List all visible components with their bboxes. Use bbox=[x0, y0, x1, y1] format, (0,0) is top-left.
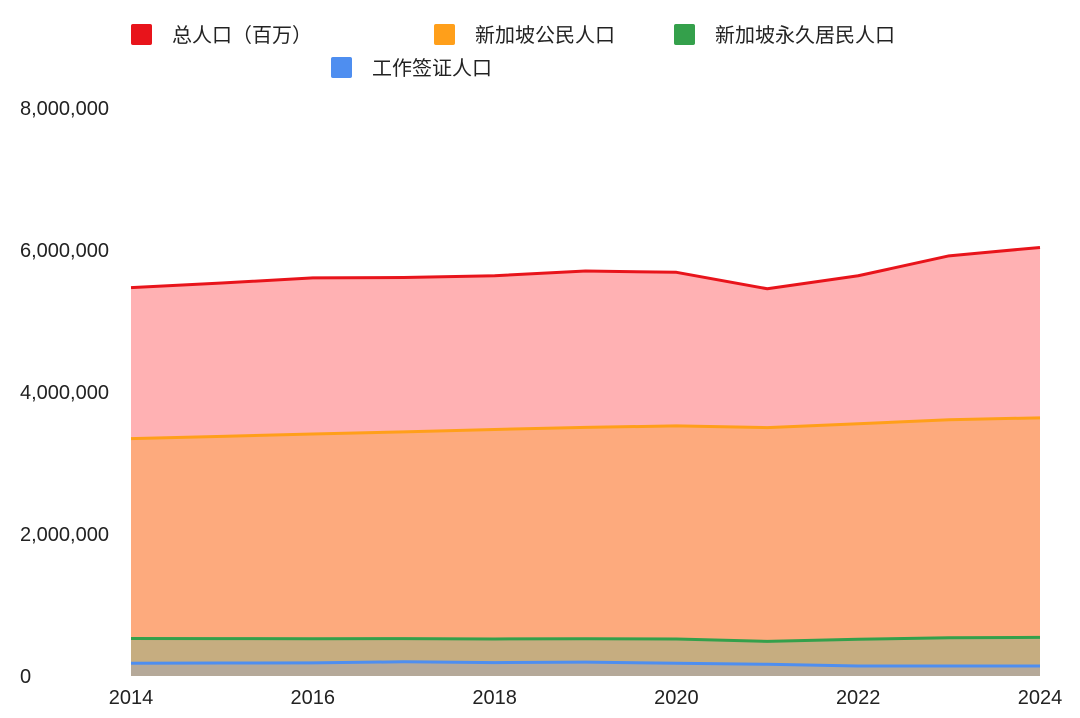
legend-label-0: 总人口（百万） bbox=[172, 23, 312, 47]
y-tick-label: 4,000,000 bbox=[20, 382, 109, 404]
legend-swatch-0 bbox=[131, 24, 152, 45]
y-tick-label: 8,000,000 bbox=[20, 98, 109, 120]
area-series-1 bbox=[131, 417, 1040, 676]
x-tick-label: 2016 bbox=[291, 687, 336, 709]
legend-label-1: 新加坡公民人口 bbox=[475, 23, 615, 47]
y-axis: 8,000,000 6,000,000 4,000,000 2,000,000 0 bbox=[20, 98, 109, 688]
x-axis: 2014 2016 2018 2020 2022 2024 bbox=[109, 687, 1063, 709]
x-tick-label: 2018 bbox=[472, 687, 517, 709]
y-tick-label: 2,000,000 bbox=[20, 524, 109, 546]
legend-label-3: 工作签证人口 bbox=[372, 56, 492, 80]
legend-swatch-3 bbox=[331, 57, 352, 78]
legend-label-2: 新加坡永久居民人口 bbox=[715, 23, 895, 47]
legend-swatch-2 bbox=[674, 24, 695, 45]
y-tick-label: 0 bbox=[20, 666, 31, 688]
y-tick-label: 6,000,000 bbox=[20, 240, 109, 262]
area-layer bbox=[131, 247, 1040, 676]
x-tick-label: 2020 bbox=[654, 687, 699, 709]
x-tick-label: 2024 bbox=[1018, 687, 1063, 709]
x-tick-label: 2022 bbox=[836, 687, 881, 709]
line-layer bbox=[130, 245, 1041, 668]
legend-swatch-1 bbox=[434, 24, 455, 45]
x-tick-label: 2014 bbox=[109, 687, 154, 709]
